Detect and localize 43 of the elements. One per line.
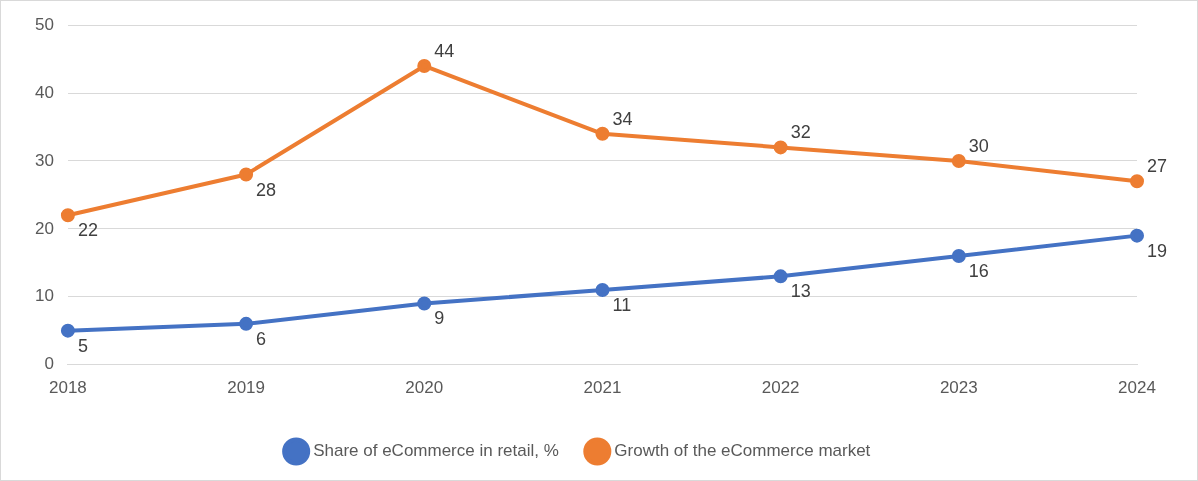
point bbox=[773, 140, 788, 155]
point bbox=[773, 269, 788, 284]
y-tick-label: 50 bbox=[34, 14, 54, 34]
x-tick-label: 2021 bbox=[583, 378, 622, 398]
data-label: 27 bbox=[1147, 156, 1168, 177]
data-label: 28 bbox=[256, 179, 277, 200]
y-tick-label: 20 bbox=[34, 218, 54, 238]
x-tick-label: 2018 bbox=[49, 378, 87, 398]
x-tick-label: 2023 bbox=[939, 378, 978, 398]
data-label: 9 bbox=[434, 308, 445, 329]
x-tick-label: 2019 bbox=[227, 378, 266, 398]
data-label: 34 bbox=[612, 108, 633, 129]
point bbox=[60, 323, 75, 338]
data-label: 11 bbox=[612, 294, 632, 315]
x-tick-label: 2022 bbox=[761, 378, 800, 398]
y-tick-label: 10 bbox=[34, 286, 54, 306]
point bbox=[417, 58, 432, 73]
point bbox=[1130, 228, 1144, 243]
data-label: 6 bbox=[256, 328, 267, 349]
x-tick-label: 2024 bbox=[1118, 378, 1156, 398]
point bbox=[595, 126, 610, 141]
x-tick-label: 2020 bbox=[405, 378, 444, 398]
y-tick-label: 30 bbox=[34, 150, 54, 170]
y-tick-label: 40 bbox=[34, 82, 54, 102]
point bbox=[239, 167, 254, 182]
point bbox=[1130, 174, 1144, 189]
data-label: 5 bbox=[77, 335, 88, 356]
point bbox=[595, 282, 610, 297]
data-label: 19 bbox=[1147, 240, 1168, 261]
data-label: 44 bbox=[434, 40, 455, 61]
data-label: 30 bbox=[968, 135, 989, 156]
point bbox=[951, 248, 966, 263]
legend-label: Share of eCommerce in retail, % bbox=[313, 441, 559, 461]
data-label: 13 bbox=[790, 281, 811, 302]
legend-label: Growth of the eCommerce market bbox=[614, 441, 871, 461]
y-tick-label: 0 bbox=[44, 354, 54, 374]
data-label: 22 bbox=[77, 220, 98, 241]
point bbox=[417, 296, 432, 311]
data-label: 32 bbox=[790, 122, 811, 143]
point bbox=[951, 153, 966, 168]
point bbox=[239, 316, 254, 331]
point bbox=[60, 208, 75, 223]
data-label: 16 bbox=[968, 260, 989, 281]
